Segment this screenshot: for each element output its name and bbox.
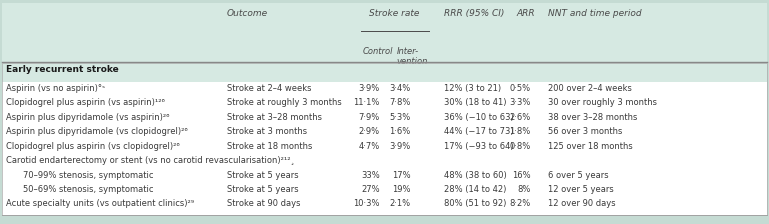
Text: 16%: 16% <box>512 171 531 180</box>
Text: RRR (95% CI): RRR (95% CI) <box>444 9 505 18</box>
Text: 8·2%: 8·2% <box>509 200 531 209</box>
Text: 125 over 18 months: 125 over 18 months <box>548 142 632 151</box>
Text: 12 over 90 days: 12 over 90 days <box>548 200 615 209</box>
Text: 38 over 3–28 months: 38 over 3–28 months <box>548 113 637 122</box>
Bar <box>2 63 767 215</box>
Text: Aspirin (vs no aspirin)°ˢ: Aspirin (vs no aspirin)°ˢ <box>6 84 105 93</box>
Text: 3·9%: 3·9% <box>358 84 380 93</box>
Text: Aspirin plus dipyridamole (vs aspirin)²⁶: Aspirin plus dipyridamole (vs aspirin)²⁶ <box>6 113 170 122</box>
Text: Aspirin plus dipyridamole (vs clopidogrel)²⁶: Aspirin plus dipyridamole (vs clopidogre… <box>6 127 188 136</box>
Text: 27%: 27% <box>361 185 380 194</box>
Text: Inter-
vention: Inter- vention <box>397 47 428 67</box>
Text: 12 over 5 years: 12 over 5 years <box>548 185 614 194</box>
Text: Early recurrent stroke: Early recurrent stroke <box>6 65 119 73</box>
Text: Stroke at 3–28 months: Stroke at 3–28 months <box>227 113 322 122</box>
Text: Stroke at 5 years: Stroke at 5 years <box>227 171 298 180</box>
Text: 30 over roughly 3 months: 30 over roughly 3 months <box>548 98 657 108</box>
Text: Stroke at roughly 3 months: Stroke at roughly 3 months <box>227 98 341 108</box>
Text: 44% (−17 to 73): 44% (−17 to 73) <box>444 127 514 136</box>
Text: Stroke at 5 years: Stroke at 5 years <box>227 185 298 194</box>
Text: 56 over 3 months: 56 over 3 months <box>548 127 622 136</box>
Text: 2·9%: 2·9% <box>359 127 380 136</box>
Text: 17% (−93 to 64): 17% (−93 to 64) <box>444 142 514 151</box>
Text: 12% (3 to 21): 12% (3 to 21) <box>444 84 501 93</box>
Text: Outcome: Outcome <box>227 9 268 18</box>
Text: 200 over 2–4 weeks: 200 over 2–4 weeks <box>548 84 631 93</box>
Text: 33%: 33% <box>361 171 380 180</box>
Text: 4·7%: 4·7% <box>358 142 380 151</box>
Text: 28% (14 to 42): 28% (14 to 42) <box>444 185 507 194</box>
Text: Stroke at 90 days: Stroke at 90 days <box>227 200 301 209</box>
Text: 19%: 19% <box>392 185 411 194</box>
Text: 30% (18 to 41): 30% (18 to 41) <box>444 98 507 108</box>
Text: ARR: ARR <box>517 9 535 18</box>
Text: 8%: 8% <box>518 185 531 194</box>
Text: 5·3%: 5·3% <box>389 113 411 122</box>
Text: 48% (38 to 60): 48% (38 to 60) <box>444 171 508 180</box>
Text: 10·3%: 10·3% <box>354 200 380 209</box>
Text: 3·9%: 3·9% <box>389 142 411 151</box>
Text: 3·4%: 3·4% <box>389 84 411 93</box>
Text: 11·1%: 11·1% <box>354 98 380 108</box>
Text: 2·6%: 2·6% <box>509 113 531 122</box>
Text: 70–99% stenosis, symptomatic: 70–99% stenosis, symptomatic <box>23 171 154 180</box>
Text: 1·6%: 1·6% <box>389 127 411 136</box>
Bar <box>2 63 767 82</box>
Text: 2·1%: 2·1% <box>390 200 411 209</box>
Text: Stroke rate: Stroke rate <box>369 9 420 18</box>
Text: Stroke at 3 months: Stroke at 3 months <box>227 127 307 136</box>
Text: 7·8%: 7·8% <box>389 98 411 108</box>
Text: Clopidogrel plus aspirin (vs clopidogrel)²⁶: Clopidogrel plus aspirin (vs clopidogrel… <box>6 142 180 151</box>
Text: Stroke at 2–4 weeks: Stroke at 2–4 weeks <box>227 84 311 93</box>
Text: 36% (−10 to 63): 36% (−10 to 63) <box>444 113 514 122</box>
Text: Carotid endarterectomy or stent (vs no carotid revascularisation)²¹²¸: Carotid endarterectomy or stent (vs no c… <box>6 156 295 165</box>
Text: 80% (51 to 92): 80% (51 to 92) <box>444 200 507 209</box>
Text: 1·8%: 1·8% <box>509 127 531 136</box>
Text: Stroke at 18 months: Stroke at 18 months <box>227 142 312 151</box>
Text: 50–69% stenosis, symptomatic: 50–69% stenosis, symptomatic <box>23 185 154 194</box>
Text: NNT and time period: NNT and time period <box>548 9 641 18</box>
Text: 6 over 5 years: 6 over 5 years <box>548 171 608 180</box>
Text: Control: Control <box>363 47 394 56</box>
Text: 0·5%: 0·5% <box>510 84 531 93</box>
Text: Acute specialty units (vs outpatient clinics)²⁹: Acute specialty units (vs outpatient cli… <box>6 200 195 209</box>
Text: 3·3%: 3·3% <box>509 98 531 108</box>
Text: 0·8%: 0·8% <box>509 142 531 151</box>
Text: Clopidogrel plus aspirin (vs aspirin)¹²⁶: Clopidogrel plus aspirin (vs aspirin)¹²⁶ <box>6 98 165 108</box>
Text: 17%: 17% <box>392 171 411 180</box>
Text: 7·9%: 7·9% <box>358 113 380 122</box>
Bar <box>2 63 767 215</box>
Bar <box>2 3 767 63</box>
